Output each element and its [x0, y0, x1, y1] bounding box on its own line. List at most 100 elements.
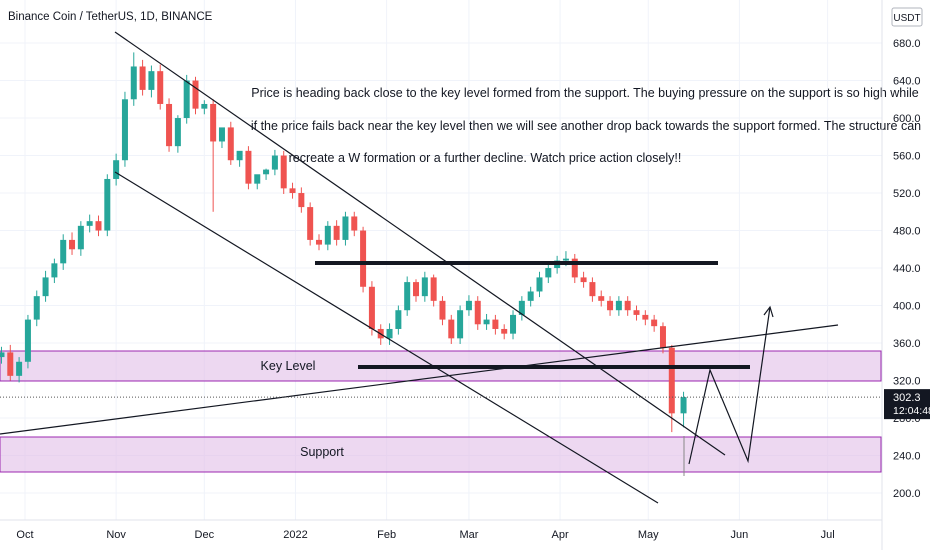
y-tick-label: 560.0	[893, 151, 921, 163]
candle-body	[157, 71, 164, 104]
y-tick-label: 440.0	[893, 263, 921, 275]
candle-body	[413, 282, 420, 297]
candle-body	[615, 300, 622, 311]
candle-body	[254, 174, 261, 184]
candle-body	[121, 99, 128, 161]
candle-body	[659, 326, 666, 348]
candle-body	[7, 352, 14, 376]
candle-body	[580, 277, 587, 283]
channel-top	[114, 31, 726, 456]
y-tick-label: 480.0	[893, 226, 921, 238]
arrow-head	[763, 305, 774, 318]
currency: USDT	[893, 13, 920, 24]
candle-body	[16, 361, 23, 376]
y-tick-label: 360.0	[893, 338, 921, 350]
candle-body	[571, 258, 578, 278]
candle-body	[457, 310, 464, 339]
candle-body	[465, 300, 472, 311]
candle-body	[680, 397, 687, 414]
candle-body	[633, 310, 640, 315]
candle-body	[483, 319, 490, 325]
x-tick-label: Nov	[106, 529, 126, 541]
grid	[0, 0, 882, 520]
candle-body	[298, 193, 305, 208]
x-tick-label: May	[638, 529, 659, 541]
candle-body	[86, 221, 93, 226]
candle-body	[183, 80, 190, 119]
candle-body	[192, 80, 199, 109]
x-tick-label: Feb	[377, 529, 396, 541]
candle-body	[113, 160, 120, 179]
candle-body	[333, 225, 340, 240]
x-tick-label: 2022	[283, 529, 307, 541]
x-tick-label: Dec	[195, 529, 215, 541]
chart-title: Binance Coin / TetherUS, 1D, BINANCE	[8, 11, 213, 23]
candle-body	[360, 230, 367, 287]
y-tick-label: 600.0	[893, 113, 921, 125]
candle-body	[33, 296, 40, 320]
last-price: 302.3	[893, 392, 921, 404]
candle-body	[351, 216, 358, 231]
zone-label: Key Level	[261, 359, 316, 373]
candle-body	[307, 207, 314, 240]
candle-body	[245, 150, 252, 184]
candle-body	[439, 300, 446, 320]
candle-body	[77, 225, 84, 250]
x-tick-label: Oct	[16, 529, 33, 541]
candle-body	[42, 277, 49, 297]
candle-body	[368, 286, 375, 329]
candle-body	[562, 258, 569, 261]
candle-body	[421, 277, 428, 297]
candle-body	[642, 314, 649, 320]
annotation: Price is heading back close to the key l…	[251, 86, 919, 100]
candle-body	[589, 282, 596, 297]
candle-body	[527, 291, 534, 301]
candle-body	[227, 127, 234, 161]
candle-body	[210, 103, 217, 142]
candle-body	[386, 328, 393, 339]
candle-body	[218, 127, 225, 142]
annotation: recreate a W formation or a further decl…	[289, 151, 682, 165]
last-price-box	[884, 389, 930, 420]
x-tick-label: Jun	[731, 529, 749, 541]
candle-body	[201, 103, 208, 109]
candle-body	[404, 282, 411, 311]
candle-body	[104, 178, 111, 231]
candle-body	[598, 296, 605, 301]
candle-body	[51, 263, 58, 278]
candle-body	[315, 239, 322, 245]
candle-body	[492, 319, 499, 329]
y-tick-label: 320.0	[893, 376, 921, 388]
candle-body	[448, 319, 455, 339]
y-tick-label: 200.0	[893, 488, 921, 500]
annotation: if the price fails back near the key lev…	[251, 119, 921, 133]
candle-body	[24, 319, 31, 362]
candle-body	[263, 169, 270, 175]
candle-body	[69, 239, 76, 250]
x-tick-label: Apr	[552, 529, 569, 541]
candle-body	[342, 216, 349, 240]
y-tick-label: 240.0	[893, 451, 921, 463]
candle-body	[60, 239, 67, 264]
candle-body	[668, 347, 675, 414]
candle-body	[536, 277, 543, 292]
rising-line	[0, 324, 839, 435]
zone-label: Support	[300, 445, 344, 459]
currency-box	[891, 7, 923, 27]
candle-body	[95, 221, 102, 231]
axes: 200.0240.0280.0320.0360.0400.0440.0480.0…	[16, 38, 920, 541]
candle-body	[324, 225, 331, 245]
candle-body	[280, 155, 287, 189]
y-tick-label: 640.0	[893, 76, 921, 88]
candle-body	[474, 300, 481, 325]
candle-body	[510, 314, 517, 334]
channel-bottom	[114, 171, 659, 504]
candle-body	[139, 66, 146, 90]
candle-body	[271, 155, 278, 170]
support-zone	[0, 436, 882, 473]
x-tick-label: Jul	[821, 529, 835, 541]
candle-body	[651, 319, 658, 327]
projection	[688, 306, 771, 465]
candle-body	[236, 150, 243, 161]
